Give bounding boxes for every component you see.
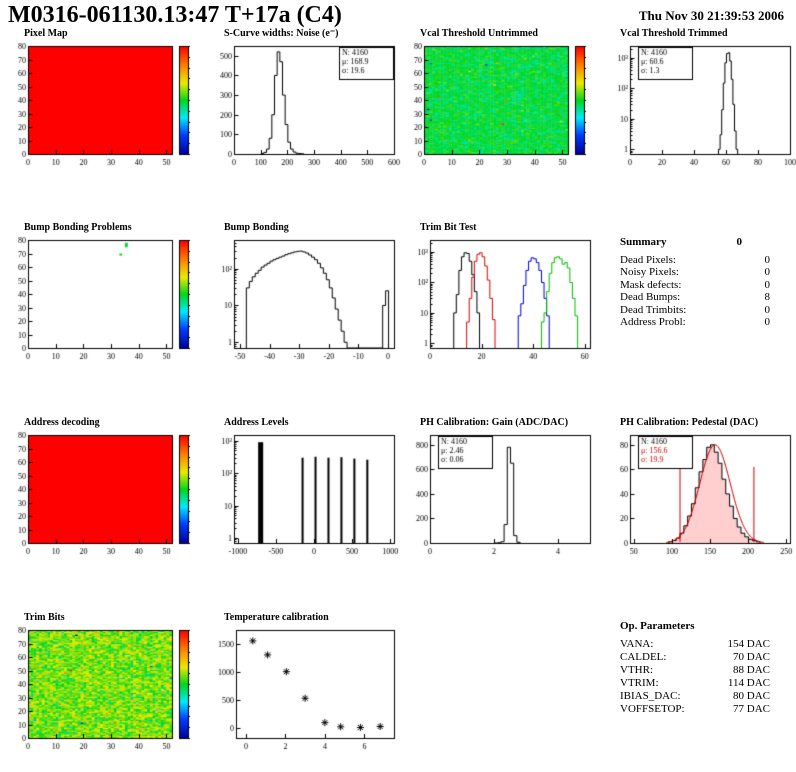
ph-pedestal-canvas [602,430,796,558]
plot-title: Address Levels [224,417,289,428]
plot-title: Pixel Map [24,28,68,39]
summary-row: Mask defects: 0 [620,279,770,292]
plot-title: Trim Bits [24,612,65,623]
plot-title: Trim Bit Test [420,222,477,233]
bump-bonding-canvas [206,235,402,363]
address-decoding-canvas [6,430,202,558]
plot-address-levels: Address Levels [206,417,402,559]
temperature-calibration-canvas [206,625,402,753]
plot-title: Bump Bonding [224,222,289,233]
summary-row: Dead Trimbits: 0 [620,304,770,317]
plot-title: Temperature calibration [224,612,329,623]
op-parameter-row: VANA: 154 DAC [620,638,770,651]
summary-row-value: 0 [764,303,771,316]
op-parameter-label: VOFFSETOP: [620,703,685,715]
plot-bump-problems: Bump Bonding Problems [6,222,202,364]
op-parameter-row: VTHR: 88 DAC [620,664,770,677]
summary-row-value: 0 [764,278,771,291]
op-parameters-header: Op. Parameters [620,620,770,633]
op-parameter-value: 114 DAC [727,677,770,689]
plot-title: PH Calibration: Pedestal (DAC) [620,417,759,428]
summary-row-value: 0 [764,253,771,266]
summary-row-value: 0 [764,266,771,278]
timestamp: Thu Nov 30 21:39:53 2006 [638,8,784,23]
scurve-noise-canvas [206,41,402,169]
ph-gain-canvas [402,430,598,558]
op-parameters-panel: Op. Parameters VANA: 154 DAC CALDEL: 70 DA… [620,620,770,716]
op-parameter-value: 154 DAC [727,638,770,650]
summary-row-label: Dead Pixels: [620,253,676,266]
plot-ph-gain: PH Calibration: Gain (ADC/DAC) [402,417,598,559]
op-parameter-label: VANA: [620,638,654,650]
summary-row: Dead Bumps: 8 [620,291,770,304]
summary-row-label: Dead Bumps: [620,291,681,303]
summary-row-label: Dead Trimbits: [620,303,687,316]
summary-row-label: Noisy Pixels: [620,266,679,278]
page-title: M0316-061130.13:47 T+17a (C4) [8,2,342,28]
op-parameter-row: VTRIM: 114 DAC [620,677,770,690]
summary-row-label: Mask defects: [620,278,682,291]
op-parameter-label: IBIAS_DAC: [620,690,681,702]
trim-bit-test-canvas [402,235,598,363]
summary-row: Dead Pixels: 0 [620,254,770,267]
plot-title: Address decoding [24,417,100,428]
summary-title: Summary [620,236,667,248]
pixel-map-canvas [6,41,202,169]
plot-vcal-trimmed: Vcal Threshold Trimmed [602,28,796,170]
summary-row: Noisy Pixels: 0 [620,266,770,279]
plot-bump-bonding: Bump Bonding [206,222,402,364]
address-levels-canvas [206,430,402,558]
plot-title: Bump Bonding Problems [24,222,132,233]
op-parameter-label: VTHR: [620,664,653,676]
op-parameter-value: 77 DAC [733,703,770,715]
bump-problems-canvas [6,235,202,363]
plot-ph-pedestal: PH Calibration: Pedestal (DAC) [602,417,796,559]
plot-title: Vcal Threshold Trimmed [620,28,728,39]
op-parameter-label: VTRIM: [620,677,659,689]
summary-panel: Summary 0 Dead Pixels: 0 Noisy Pixels: 0 M… [620,236,770,329]
plot-title: Vcal Threshold Untrimmed [420,28,538,39]
op-parameter-value: 80 DAC [733,690,770,702]
vcal-untrimmed-canvas [402,41,598,169]
summary-row-label: Address Probl: [620,316,686,328]
op-parameter-row: IBIAS_DAC: 80 DAC [620,690,770,703]
plot-pixel-map: Pixel Map [6,28,202,170]
plot-scurve-noise: S-Curve widths: Noise (e⁻) [206,28,402,170]
plot-vcal-untrimmed: Vcal Threshold Untrimmed [402,28,598,170]
summary-total: 0 [736,236,743,248]
summary-row-value: 0 [764,316,771,328]
summary-header: Summary 0 [620,236,770,249]
vcal-trimmed-canvas [602,41,796,169]
summary-row-value: 8 [764,291,771,303]
op-parameter-row: VOFFSETOP: 77 DAC [620,703,770,716]
plot-address-decoding: Address decoding [6,417,202,559]
op-parameter-row: CALDEL: 70 DAC [620,651,770,664]
plot-temperature-calibration: Temperature calibration [206,612,402,754]
plot-title: PH Calibration: Gain (ADC/DAC) [420,417,569,428]
plot-title: S-Curve widths: Noise (e⁻) [224,28,339,39]
plot-trim-bit-test: Trim Bit Test [402,222,598,364]
plot-trim-bits: Trim Bits [6,612,202,754]
op-parameter-value: 70 DAC [733,651,770,663]
op-parameters-title: Op. Parameters [620,620,695,632]
trim-bits-canvas [6,625,202,753]
op-parameter-label: CALDEL: [620,651,667,663]
summary-row: Address Probl: 0 [620,316,770,329]
op-parameter-value: 88 DAC [733,664,770,676]
